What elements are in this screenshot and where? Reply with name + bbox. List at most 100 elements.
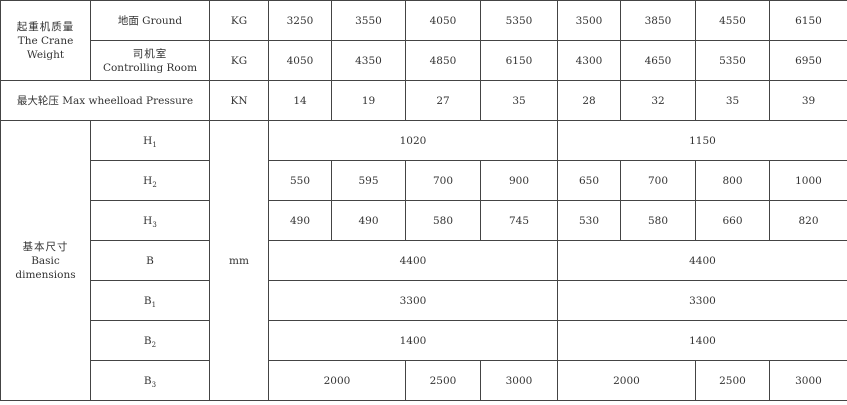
- value-cell: 6150: [480, 40, 558, 81]
- value-cell: 4850: [405, 40, 481, 81]
- value-cell: 39: [769, 80, 847, 121]
- value-cell: 6150: [769, 0, 847, 41]
- pressure-label: 最大轮压 Max wheelload Pressure: [0, 80, 210, 121]
- value-cell: 4350: [331, 40, 406, 81]
- row-dimension: H2 550 595 700 900 650 700 800 1000: [1, 160, 847, 201]
- value-cell: 1150: [557, 120, 847, 161]
- row-dimension: B 4400 4400: [1, 240, 847, 281]
- row-dimension: H3 490 490 580 745 530 580 660 820: [1, 200, 847, 241]
- dimension-symbol: B: [90, 240, 210, 281]
- dimension-symbol: H3: [90, 200, 210, 241]
- symbol: B: [143, 294, 152, 307]
- value-cell: 28: [557, 80, 621, 121]
- value-cell: 3850: [620, 0, 696, 41]
- value-cell: 27: [405, 80, 481, 121]
- row-weight-ground: 起重机质量 The Crane Weight 地面 Ground KG 3250…: [0, 0, 847, 81]
- value-cell: 4400: [557, 240, 847, 281]
- value-cell: 4300: [557, 40, 621, 81]
- value-cell: 1000: [769, 160, 847, 201]
- value-cell: 3000: [769, 360, 847, 401]
- crane-weight-label: 起重机质量 The Crane Weight: [0, 0, 91, 81]
- unit-cell: KN: [209, 80, 269, 121]
- value-cell: 5350: [480, 0, 558, 41]
- label-en: Weight: [26, 48, 65, 61]
- value-cell: 580: [405, 200, 481, 241]
- unit-cell: mm: [209, 120, 269, 401]
- symbol-subscript: 2: [151, 340, 157, 349]
- value-cell: 700: [620, 160, 696, 201]
- value-cell: 595: [331, 160, 406, 201]
- unit-cell: KG: [209, 0, 269, 41]
- symbol-subscript: 2: [152, 180, 157, 189]
- value-cell: 580: [620, 200, 696, 241]
- label-cn: 起重机质量: [16, 20, 75, 33]
- value-cell: 2500: [405, 360, 481, 401]
- value-cell: 2000: [557, 360, 696, 401]
- value-cell: 660: [695, 200, 770, 241]
- value-cell: 800: [695, 160, 770, 201]
- value-cell: 3300: [268, 280, 558, 321]
- value-cell: 650: [557, 160, 621, 201]
- unit-cell: KG: [209, 40, 269, 81]
- value-cell: 3500: [557, 0, 621, 41]
- value-cell: 4050: [405, 0, 481, 41]
- value-cell: 1400: [268, 320, 558, 361]
- value-cell: 745: [480, 200, 558, 241]
- value-cell: 900: [480, 160, 558, 201]
- row-dimension: 基本尺寸 Basic dimensions H1 mm 1020 1150: [0, 120, 847, 401]
- label-en: Controlling Room: [102, 61, 198, 74]
- dimension-symbol: H2: [90, 160, 210, 201]
- symbol-subscript: 1: [152, 140, 157, 149]
- value-cell: 35: [695, 80, 770, 121]
- dimension-symbol: B2: [90, 320, 210, 361]
- symbol-subscript: 1: [151, 300, 157, 309]
- value-cell: 490: [331, 200, 406, 241]
- symbol: H: [143, 174, 153, 187]
- value-cell: 3250: [268, 0, 332, 41]
- dimension-symbol: B3: [90, 360, 210, 401]
- row-dimension: B1 3300 3300: [1, 280, 847, 321]
- dimension-symbol: B1: [90, 280, 210, 321]
- ground-label: 地面 Ground: [90, 0, 210, 41]
- dimension-symbol: H1: [90, 120, 210, 161]
- row-pressure: 最大轮压 Max wheelload Pressure KN 14 19 27 35 2…: [0, 80, 847, 121]
- label-en: Basic dimensions: [15, 254, 76, 281]
- value-cell: 2500: [695, 360, 770, 401]
- value-cell: 530: [557, 200, 621, 241]
- label-en: The Crane: [17, 34, 74, 47]
- room-label: 司机室 Controlling Room: [90, 40, 210, 81]
- value-cell: 4650: [620, 40, 696, 81]
- symbol: B: [143, 334, 152, 347]
- symbol-subscript: 3: [151, 380, 157, 389]
- value-cell: 4550: [695, 0, 770, 41]
- value-cell: 1400: [557, 320, 847, 361]
- row-dimension: B2 1400 1400: [1, 320, 847, 361]
- value-cell: 550: [268, 160, 332, 201]
- symbol-subscript: 3: [152, 220, 157, 229]
- value-cell: 32: [620, 80, 696, 121]
- value-cell: 4400: [268, 240, 558, 281]
- value-cell: 4050: [268, 40, 332, 81]
- value-cell: 14: [268, 80, 332, 121]
- row-weight-room: 司机室 Controlling Room KG 4050 4350 4850 6150…: [1, 40, 847, 81]
- value-cell: 1020: [268, 120, 558, 161]
- row-dimension: B3 2000 2500 3000 2000 2500 3000: [1, 360, 847, 401]
- value-cell: 700: [405, 160, 481, 201]
- symbol: H: [143, 214, 153, 227]
- value-cell: 3300: [557, 280, 847, 321]
- symbol: H: [143, 134, 153, 147]
- value-cell: 19: [331, 80, 406, 121]
- value-cell: 6950: [769, 40, 847, 81]
- value-cell: 2000: [268, 360, 406, 401]
- symbol: B: [146, 254, 154, 267]
- value-cell: 5350: [695, 40, 770, 81]
- symbol: B: [143, 374, 152, 387]
- value-cell: 35: [480, 80, 558, 121]
- basic-dimensions-label: 基本尺寸 Basic dimensions: [0, 120, 91, 401]
- value-cell: 820: [769, 200, 847, 241]
- label-cn: 司机室: [132, 47, 168, 60]
- value-cell: 490: [268, 200, 332, 241]
- value-cell: 3550: [331, 0, 406, 41]
- label-cn: 基本尺寸: [22, 240, 69, 253]
